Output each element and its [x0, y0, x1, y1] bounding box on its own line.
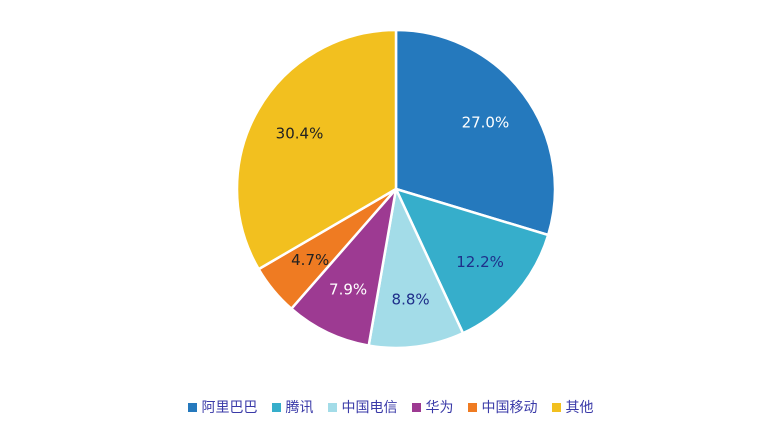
legend-label-3: 华为: [425, 400, 454, 416]
legend-swatch-1: [271, 402, 281, 412]
pie-data-labels: 27.0% 12.2% 8.8% 7.9%4.7% 30.4%: [276, 114, 510, 309]
data-label-3: 7.9%: [329, 280, 367, 298]
legend-swatch-0: [187, 402, 197, 412]
legend-item-5: 其他: [551, 397, 594, 417]
legend-label-5: 其他: [565, 400, 594, 416]
data-label-4: 4.7%: [291, 251, 329, 269]
legend-item-4: 中国移动: [467, 397, 538, 417]
legend-swatch-3: [411, 402, 421, 412]
legend-item-2: 中国电信: [327, 397, 398, 417]
legend-item-3: 华为: [411, 397, 454, 417]
legend-label-4: 中国移动: [481, 400, 538, 416]
legend-item-0: 阿里巴巴: [187, 397, 258, 417]
legend-swatch-4: [467, 402, 477, 412]
legend-swatch-2: [327, 402, 337, 412]
pie-slice-5: [235, 28, 398, 271]
pie-slice-2: [367, 187, 465, 350]
pie-slice-0: [394, 28, 557, 237]
data-label-5: 30.4%: [276, 125, 324, 143]
legend-label-0: 阿里巴巴: [201, 400, 258, 416]
pie-slice-3: [290, 187, 398, 347]
legend-label-2: 中国电信: [341, 400, 398, 416]
data-label-1: 12.2%: [456, 253, 504, 271]
pie-slice-1: [394, 187, 550, 335]
legend-swatch-5: [551, 402, 561, 412]
data-label-2: 8.8%: [392, 290, 430, 308]
data-label-0: 27.0%: [462, 114, 510, 132]
legend-item-1: 腾讯: [271, 397, 314, 417]
legend-label-1: 腾讯: [285, 400, 314, 416]
pie-slices: [235, 28, 557, 350]
chart-legend: 阿里巴巴 腾讯 中国电信 华为 中国移动 其他: [0, 396, 781, 418]
